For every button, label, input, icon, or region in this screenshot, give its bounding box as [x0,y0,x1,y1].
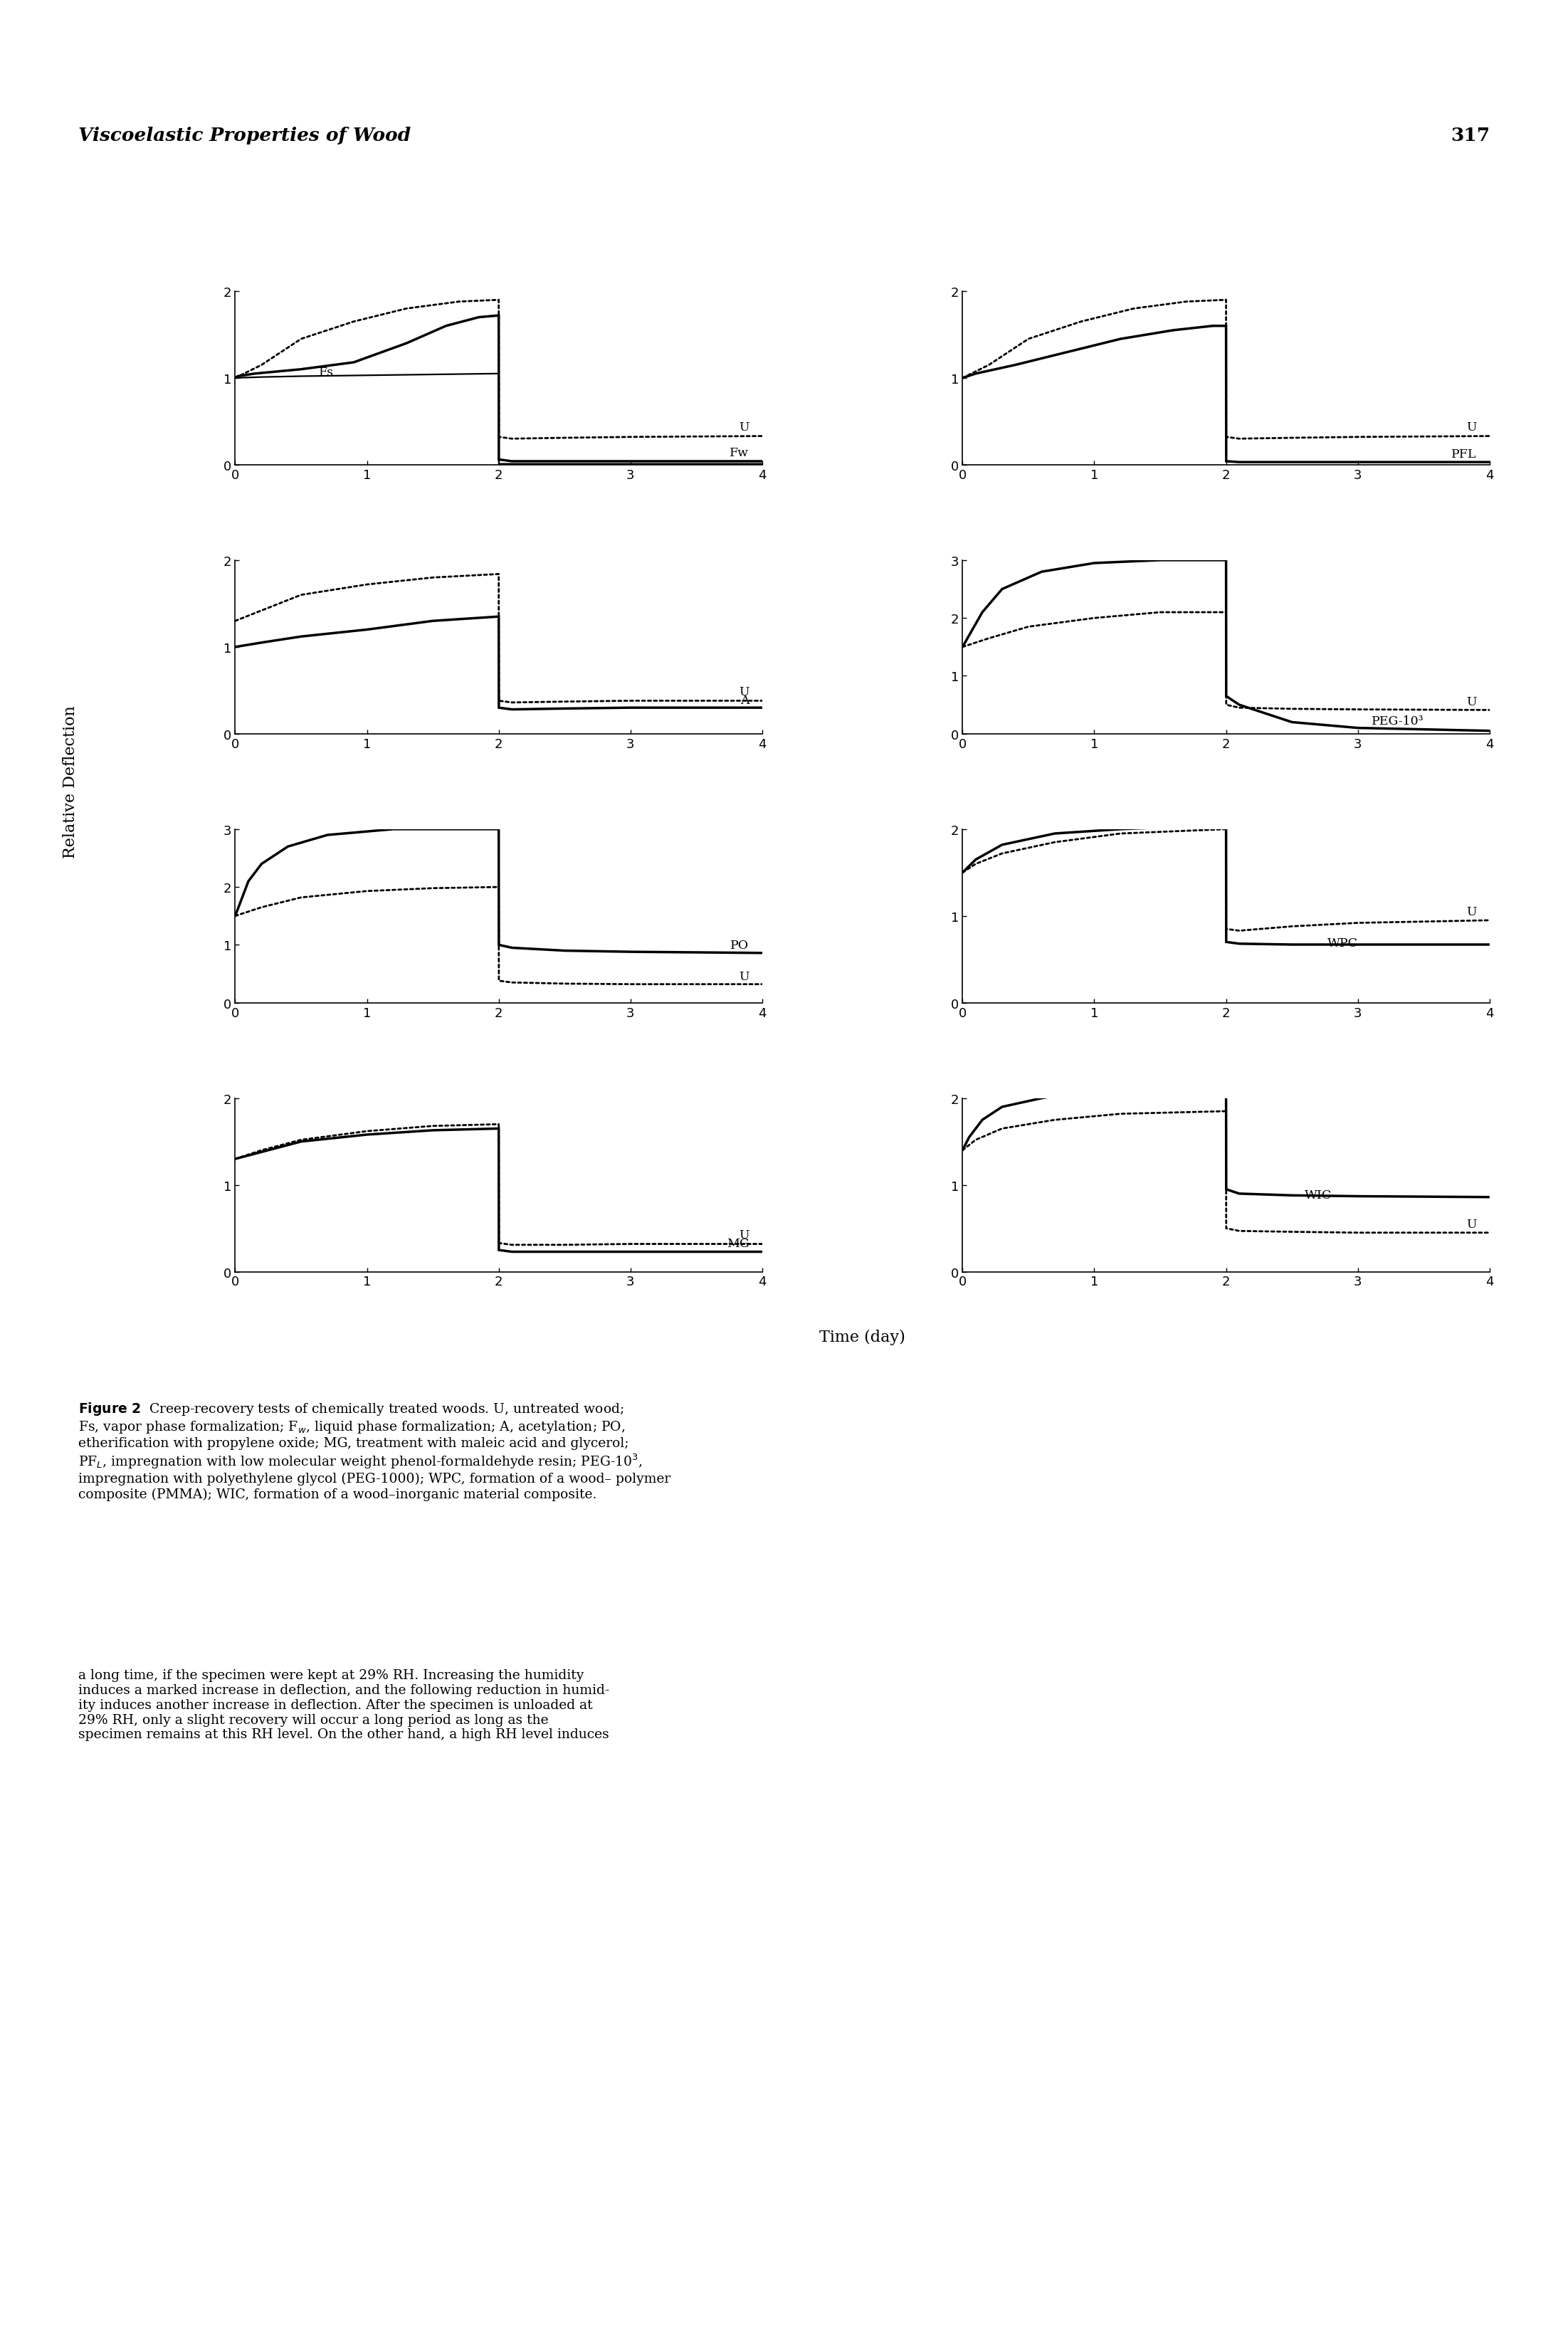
Text: A: A [740,693,750,707]
Text: WIC: WIC [1305,1188,1331,1202]
Text: U: U [1466,1218,1477,1230]
Text: U: U [1466,906,1477,917]
Text: Relative Deflection: Relative Deflection [63,705,78,859]
Text: PEG-10³: PEG-10³ [1372,714,1424,728]
Text: U: U [739,971,750,983]
Text: U: U [739,1228,750,1242]
Text: a long time, if the specimen were kept at 29% RH. Increasing the humidity
induce: a long time, if the specimen were kept a… [78,1669,610,1741]
Text: PO: PO [731,938,750,950]
Text: WPC: WPC [1327,938,1358,950]
Text: U: U [1466,420,1477,434]
Text: Fw: Fw [729,448,750,460]
Text: U: U [739,420,750,434]
Text: Fs: Fs [318,366,334,378]
Text: $\bf{Figure\ 2}$  Creep-recovery tests of chemically treated woods. U, untreated: $\bf{Figure\ 2}$ Creep-recovery tests of… [78,1400,671,1501]
Text: MG: MG [726,1237,750,1249]
Text: 317: 317 [1450,126,1490,145]
Text: Viscoelastic Properties of Wood: Viscoelastic Properties of Wood [78,126,411,145]
Text: U: U [1466,696,1477,707]
Text: Time (day): Time (day) [820,1330,905,1344]
Text: PFL: PFL [1452,448,1477,460]
Text: U: U [739,686,750,698]
